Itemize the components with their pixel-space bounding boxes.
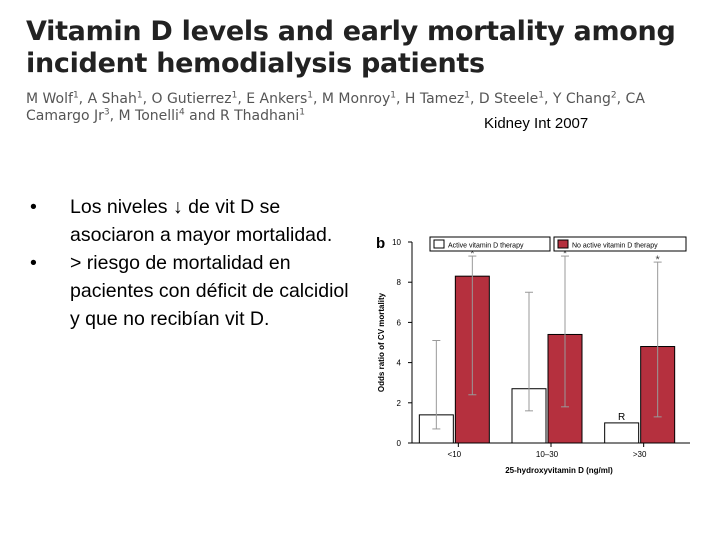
bullet-dot: • [30,252,37,274]
author-affiliation: 1 [307,90,313,101]
author-name: M Wolf1 [26,90,79,107]
y-tick-label: 6 [397,318,402,327]
author-affiliation: 2 [610,90,617,101]
author-affiliation: 1 [136,90,143,101]
reference-label: R [618,412,625,423]
x-tick-label: >30 [633,450,647,459]
significance-marker: * [656,254,661,266]
y-tick-label: 0 [397,439,402,448]
bullet-text: Los niveles ↓ de vit D se asociaron a ma… [70,196,333,246]
x-axis-label: 25-hydroxyvitamin D (ng/ml) [505,466,613,475]
legend-label: Active vitamin D therapy [448,243,524,250]
author-name: M Tonelli4 [118,107,185,124]
author-name: R Thadhani1 [219,107,305,124]
bullet-dot: • [30,196,37,218]
author-name: D Steele1 [478,90,544,107]
author-name: M Monroy1 [321,90,396,107]
x-tick-label: <10 [448,450,462,459]
panel-label: b [376,235,385,252]
author-affiliation: 1 [390,90,396,101]
author-affiliation: 4 [178,107,185,118]
bullet-item: • Los niveles ↓ de vit D se asociaron a … [28,193,358,249]
bar-active [604,422,640,444]
y-axis-label: Odds ratio of CV mortality [377,292,386,392]
citation: Kidney Int 2007 [484,115,589,132]
author-name: Y Chang2 [552,90,617,107]
author-name: E Ankers1 [246,90,313,107]
bullet-list: • Los niveles ↓ de vit D se asociaron a … [28,193,358,333]
author-affiliation: 1 [538,90,544,101]
author-affiliation: 1 [231,90,238,101]
author-name: A Shah1 [87,90,143,107]
legend-box [553,236,687,252]
legend-label: No active vitamin D therapy [572,243,658,250]
significance-marker: * [563,248,568,260]
bar-chart: b 0 2 4 6 8 10 Odds ratio of CV mortality * <10 * 1… [376,235,690,475]
slide-title: Vitamin D levels and early mortality amo… [26,16,676,79]
y-tick-label: 8 [397,278,402,287]
x-tick-label: 10–30 [536,450,559,459]
author-affiliation: 1 [72,90,79,101]
legend-swatch [557,239,569,249]
bullet-item: • > riesgo de mortalidad en pacientes co… [28,249,358,333]
author-affiliation: 1 [299,107,305,118]
y-tick-label: 2 [397,399,402,408]
y-tick-label: 4 [397,359,402,368]
legend-box [429,236,551,252]
author-list: M Wolf1, A Shah1, O Gutierrez1, E Ankers… [26,90,645,124]
author-name: CA Camargo Jr3 [26,91,645,124]
y-tick-label: 10 [392,238,401,247]
legend-swatch [433,239,445,249]
author-name: O Gutierrez1 [151,90,238,107]
author-affiliation: 3 [103,107,110,118]
significance-marker: * [470,248,475,260]
bullet-text: > riesgo de mortalidad en pacientes con … [70,252,349,330]
author-name: H Tamez1 [404,90,471,107]
author-affiliation: 1 [464,90,471,101]
